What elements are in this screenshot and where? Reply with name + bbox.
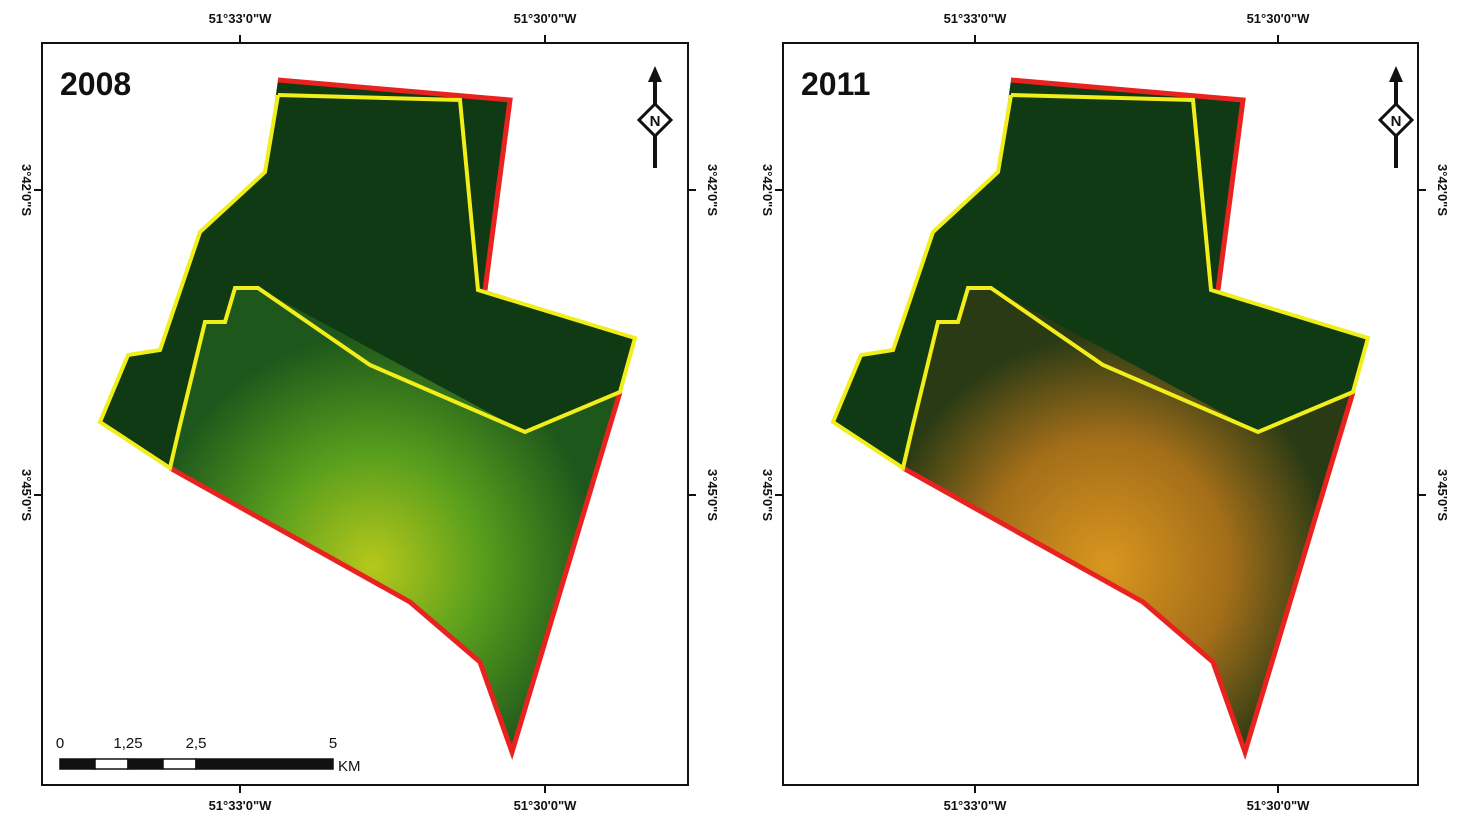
scale-label: 2,5 — [186, 735, 207, 752]
lat-label: 3°45'0"S — [1435, 469, 1450, 521]
scale-label: 5 — [329, 735, 337, 752]
lat-label: 3°45'0"S — [760, 469, 775, 521]
lon-label: 51°33'0"W — [944, 11, 1008, 26]
lon-label: 51°33'0"W — [209, 11, 273, 26]
lon-label: 51°33'0"W — [944, 798, 1008, 813]
lat-label: 3°42'0"S — [1435, 164, 1450, 216]
north-letter: N — [650, 113, 661, 130]
lon-label: 51°30'0"W — [514, 798, 578, 813]
lon-label: 51°33'0"W — [209, 798, 273, 813]
scale-label: 0 — [56, 735, 64, 752]
scale-segment — [163, 759, 196, 769]
panel-year: 2011 — [801, 66, 870, 102]
map-panel: 2011 N 51°33'0"W 51°33'0"W 51°30'0"W 51°30'0"… — [760, 11, 1450, 813]
lat-label: 3°42'0"S — [19, 164, 34, 216]
scale-segment — [196, 759, 333, 769]
lat-label: 3°42'0"S — [705, 164, 720, 216]
scale-segment — [128, 759, 163, 769]
scale-segment — [95, 759, 128, 769]
map-figure: 2008 N 51°33'0"W 51°33'0"W 51°30'0"W 51°30'0"… — [0, 0, 1461, 819]
scale-label: 1,25 — [113, 735, 142, 752]
scale-unit: KM — [338, 758, 361, 775]
lat-label: 3°45'0"S — [705, 469, 720, 521]
north-letter: N — [1391, 113, 1402, 130]
panel-year: 2008 — [60, 66, 131, 102]
lon-label: 51°30'0"W — [514, 11, 578, 26]
map-panel: 2008 N 51°33'0"W 51°33'0"W 51°30'0"W 51°30'0"… — [19, 11, 720, 813]
lat-label: 3°45'0"S — [19, 469, 34, 521]
lon-label: 51°30'0"W — [1247, 11, 1311, 26]
lon-label: 51°30'0"W — [1247, 798, 1311, 813]
scale-segment — [60, 759, 95, 769]
lat-label: 3°42'0"S — [760, 164, 775, 216]
